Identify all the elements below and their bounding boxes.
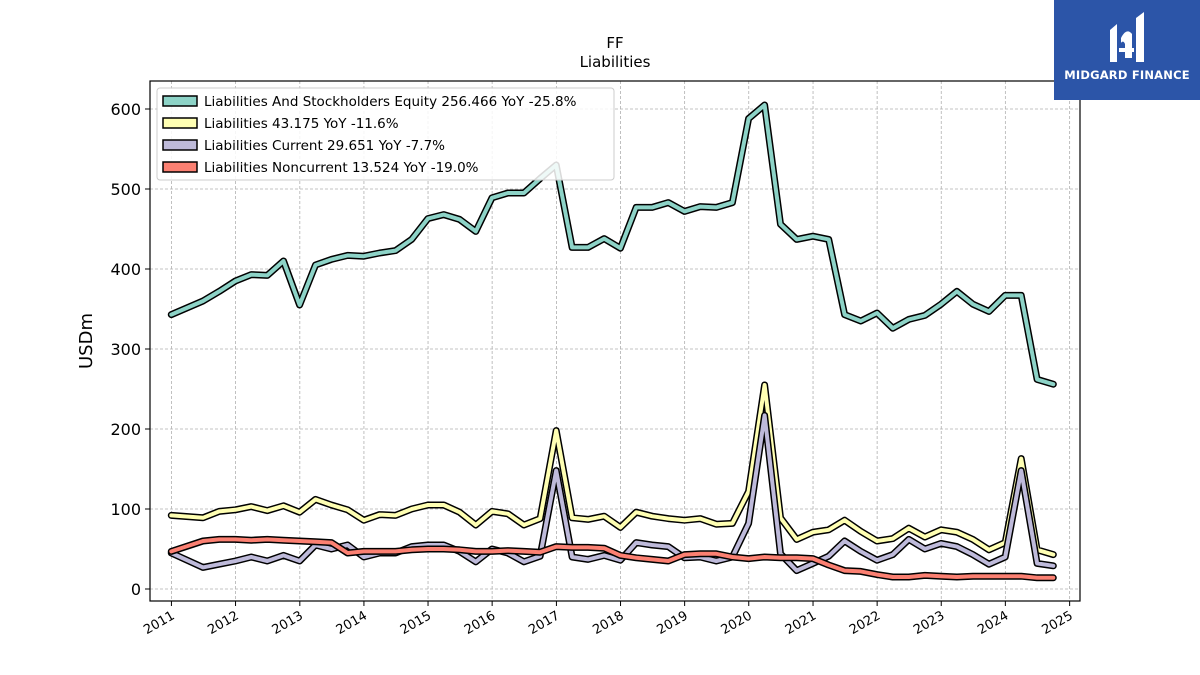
legend-label-liabilities-noncurrent: Liabilities Noncurrent 13.524 YoY -19.0% xyxy=(204,160,479,176)
x-tick-label: 2021 xyxy=(783,608,819,638)
x-tick-label: 2020 xyxy=(719,608,755,638)
x-tick-label: 2017 xyxy=(526,608,562,638)
legend-box xyxy=(156,87,615,181)
x-tick-label: 2022 xyxy=(847,608,883,638)
y-tick-label: 500 xyxy=(110,180,141,199)
y-axis-label: USDm xyxy=(76,313,97,369)
series-outline-liabilities xyxy=(167,381,1057,559)
legend-swatch-liabilities-noncurrent xyxy=(162,161,198,173)
chart-title: FF xyxy=(606,34,623,52)
legend: Liabilities And Stockholders Equity 256.… xyxy=(156,87,615,181)
x-tick-label: 2012 xyxy=(205,608,241,638)
y-tick-label: 600 xyxy=(110,100,141,119)
x-tick-label: 2018 xyxy=(590,608,626,638)
y-tick-label: 400 xyxy=(110,260,141,279)
midgard-logo-icon xyxy=(1110,12,1144,62)
legend-label-liabilities: Liabilities 43.175 YoY -11.6% xyxy=(204,116,399,132)
legend-swatch-liabilities-and-stockholders-equity xyxy=(162,95,198,107)
x-tick-label: 2011 xyxy=(141,608,177,638)
series-line-liabilities-noncurrent xyxy=(169,537,1056,580)
series-line-liabilities-and-stockholders-equity xyxy=(169,103,1056,387)
x-tick-label: 2014 xyxy=(334,608,370,638)
x-tick-label: 2016 xyxy=(462,608,498,638)
x-tick-label: 2025 xyxy=(1039,608,1075,638)
y-tick-label: 100 xyxy=(110,500,141,519)
legend-label-liabilities-current: Liabilities Current 29.651 YoY -7.7% xyxy=(204,138,445,154)
x-tick-label: 2019 xyxy=(654,608,690,638)
midgard-finance-logo: MIDGARD FINANCE xyxy=(1054,0,1200,100)
y-tick-label: 200 xyxy=(110,420,141,439)
logo-text: MIDGARD FINANCE xyxy=(1064,68,1190,82)
chart-subtitle: Liabilities xyxy=(580,53,651,71)
x-tick-label: 2015 xyxy=(398,608,434,638)
legend-swatch-liabilities xyxy=(162,117,198,129)
series-line-liabilities-current xyxy=(169,413,1056,573)
plot-frame xyxy=(149,80,1081,602)
series-lines xyxy=(167,101,1057,582)
x-tick-label: 2024 xyxy=(975,608,1011,638)
y-tick-label: 0 xyxy=(131,580,141,599)
x-tick-label: 2013 xyxy=(270,608,306,638)
series-line-liabilities xyxy=(169,383,1056,557)
legend-label-liabilities-and-stockholders-equity: Liabilities And Stockholders Equity 256.… xyxy=(204,94,577,110)
x-tick-label: 2023 xyxy=(911,608,947,638)
legend-swatch-liabilities-current xyxy=(162,139,198,151)
y-tick-label: 300 xyxy=(110,340,141,359)
